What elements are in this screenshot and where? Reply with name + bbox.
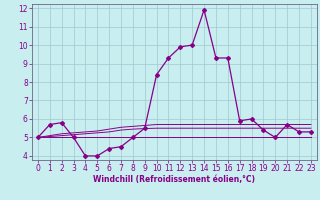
X-axis label: Windchill (Refroidissement éolien,°C): Windchill (Refroidissement éolien,°C): [93, 175, 255, 184]
